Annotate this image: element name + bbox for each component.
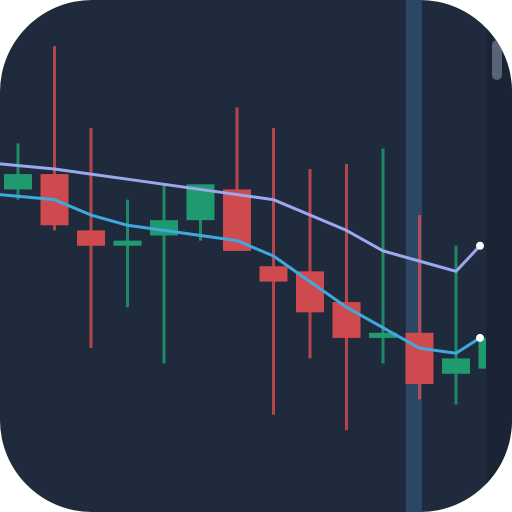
candle-bearish xyxy=(223,107,251,251)
scrollbar-thumb[interactable] xyxy=(492,40,502,80)
candle-body xyxy=(259,266,288,282)
fast-moving-average-line xyxy=(0,193,482,355)
candle-body xyxy=(113,240,142,246)
fast-moving-average-endpoint xyxy=(476,333,484,342)
candle-bearish xyxy=(259,128,288,415)
candle-bearish xyxy=(296,168,324,359)
candle-body xyxy=(77,230,105,246)
candle-bullish xyxy=(4,143,32,200)
candle-body xyxy=(4,174,32,190)
slow-moving-average-endpoint xyxy=(476,241,484,250)
candle-body xyxy=(369,332,397,338)
candle-bullish xyxy=(150,184,178,364)
candle-bullish xyxy=(369,148,397,364)
candle-bearish xyxy=(405,215,434,400)
slow-moving-average-line xyxy=(0,162,482,273)
candle-bullish xyxy=(186,184,215,241)
candle-bearish xyxy=(77,128,105,349)
candle-bearish xyxy=(332,163,361,431)
candle-body xyxy=(296,271,324,313)
candle-body xyxy=(442,358,470,374)
scrollbar-track[interactable] xyxy=(486,0,512,512)
candle-bullish xyxy=(113,199,142,308)
candle-body xyxy=(405,332,434,384)
